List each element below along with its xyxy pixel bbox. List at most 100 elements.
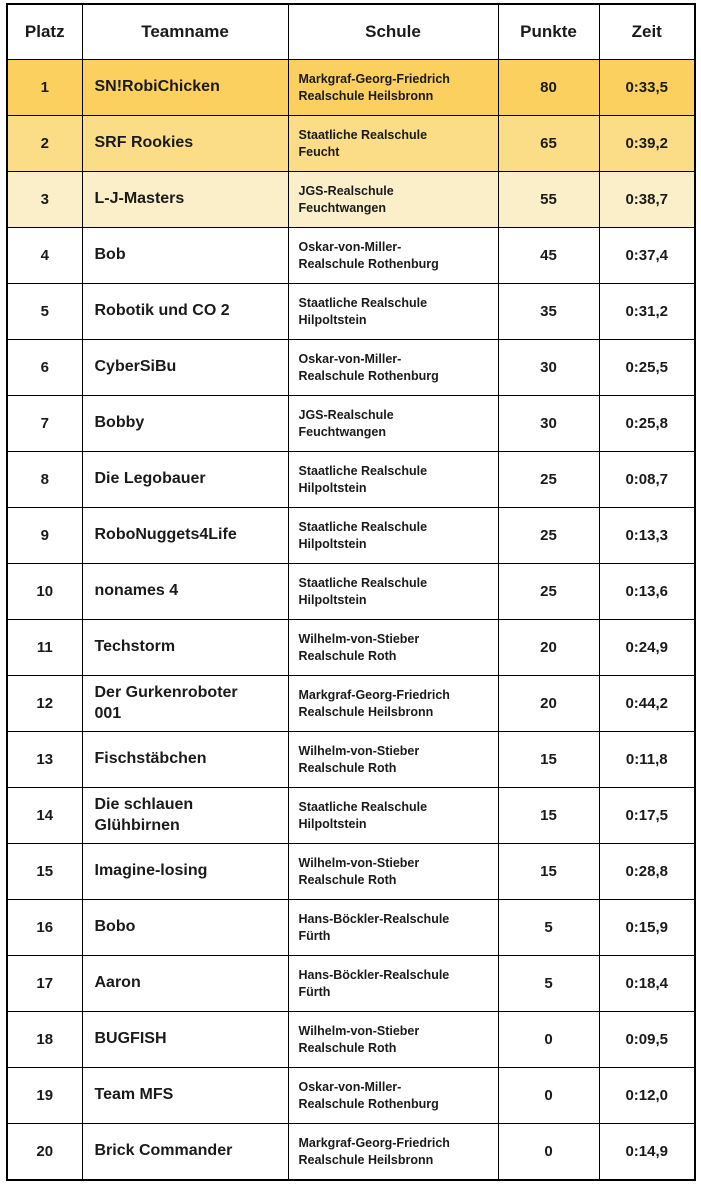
punkte-cell: 5 xyxy=(497,899,600,956)
schule-cell: Staatliche Realschule Hilpoltstein xyxy=(287,563,499,620)
table-row: 9 RoboNuggets4Life Staatliche Realschule H… xyxy=(6,507,696,564)
schule-cell: Wilhelm-von-Stieber Realschule Roth xyxy=(287,731,499,788)
schule-cell: Oskar-von-Miller- Realschule Rothenburg xyxy=(287,339,499,396)
zeit-cell: 0:08,7 xyxy=(598,451,696,508)
platz-cell: 18 xyxy=(6,1011,83,1068)
schule-cell: JGS-Realschule Feuchtwangen xyxy=(287,395,499,452)
teamname-cell: Brick Commander xyxy=(81,1123,289,1181)
zeit-cell: 0:17,5 xyxy=(598,787,696,844)
zeit-cell: 0:24,9 xyxy=(598,619,696,676)
table-row: 15 Imagine-losing Wilhelm-von-Stieber Real… xyxy=(6,843,696,900)
zeit-cell: 0:44,2 xyxy=(598,675,696,732)
column-header-platz: Platz xyxy=(6,3,83,60)
platz-cell: 20 xyxy=(6,1123,83,1181)
platz-cell: 3 xyxy=(6,171,83,228)
column-header-schule: Schule xyxy=(287,3,499,60)
schule-cell: Wilhelm-von-Stieber Realschule Roth xyxy=(287,619,499,676)
teamname-cell: RoboNuggets4Life xyxy=(81,507,289,564)
schule-cell: Oskar-von-Miller- Realschule Rothenburg xyxy=(287,1067,499,1124)
schule-cell: Staatliche Realschule Hilpoltstein xyxy=(287,283,499,340)
zeit-cell: 0:31,2 xyxy=(598,283,696,340)
table-row: 4 Bob Oskar-von-Miller- Realschule Rothenb… xyxy=(6,227,696,284)
table-row: 5 Robotik und CO 2 Staatliche Realschule H… xyxy=(6,283,696,340)
teamname-cell: Techstorm xyxy=(81,619,289,676)
punkte-cell: 25 xyxy=(497,451,600,508)
schule-cell: Wilhelm-von-Stieber Realschule Roth xyxy=(287,1011,499,1068)
teamname-cell: BUGFISH xyxy=(81,1011,289,1068)
punkte-cell: 5 xyxy=(497,955,600,1012)
table-row: 2 SRF Rookies Staatliche Realschule Feucht… xyxy=(6,115,696,172)
platz-cell: 13 xyxy=(6,731,83,788)
platz-cell: 4 xyxy=(6,227,83,284)
punkte-cell: 45 xyxy=(497,227,600,284)
punkte-cell: 80 xyxy=(497,59,600,116)
platz-cell: 17 xyxy=(6,955,83,1012)
schule-cell: Staatliche Realschule Hilpoltstein xyxy=(287,787,499,844)
platz-cell: 2 xyxy=(6,115,83,172)
teamname-cell: Bob xyxy=(81,227,289,284)
schule-cell: Hans-Böckler-Realschule Fürth xyxy=(287,955,499,1012)
platz-cell: 12 xyxy=(6,675,83,732)
table-row: 13 Fischstäbchen Wilhelm-von-Stieber Reals… xyxy=(6,731,696,788)
zeit-cell: 0:25,5 xyxy=(598,339,696,396)
table-row: 6 CyberSiBu Oskar-von-Miller- Realschule R… xyxy=(6,339,696,396)
teamname-cell: Bobby xyxy=(81,395,289,452)
punkte-cell: 15 xyxy=(497,843,600,900)
punkte-cell: 20 xyxy=(497,675,600,732)
schule-cell: Staatliche Realschule Hilpoltstein xyxy=(287,507,499,564)
table-row: 1 SN!RobiChicken Markgraf-Georg-Friedrich … xyxy=(6,59,696,116)
zeit-cell: 0:15,9 xyxy=(598,899,696,956)
teamname-cell: SN!RobiChicken xyxy=(81,59,289,116)
schule-cell: Staatliche Realschule Hilpoltstein xyxy=(287,451,499,508)
platz-cell: 19 xyxy=(6,1067,83,1124)
zeit-cell: 0:09,5 xyxy=(598,1011,696,1068)
zeit-cell: 0:13,3 xyxy=(598,507,696,564)
zeit-cell: 0:25,8 xyxy=(598,395,696,452)
punkte-cell: 0 xyxy=(497,1123,600,1181)
platz-cell: 7 xyxy=(6,395,83,452)
teamname-cell: CyberSiBu xyxy=(81,339,289,396)
zeit-cell: 0:14,9 xyxy=(598,1123,696,1181)
column-header-punkte: Punkte xyxy=(497,3,600,60)
teamname-cell: SRF Rookies xyxy=(81,115,289,172)
punkte-cell: 20 xyxy=(497,619,600,676)
teamname-cell: Team MFS xyxy=(81,1067,289,1124)
punkte-cell: 15 xyxy=(497,787,600,844)
zeit-cell: 0:13,6 xyxy=(598,563,696,620)
table-row: 12 Der Gurkenroboter 001 Markgraf-Georg-Fr… xyxy=(6,675,696,732)
platz-cell: 8 xyxy=(6,451,83,508)
zeit-cell: 0:38,7 xyxy=(598,171,696,228)
teamname-cell: nonames 4 xyxy=(81,563,289,620)
table-header-row: Platz Teamname Schule Punkte Zeit xyxy=(6,3,696,60)
teamname-cell: Die Legobauer xyxy=(81,451,289,508)
teamname-cell: Imagine-losing xyxy=(81,843,289,900)
zeit-cell: 0:37,4 xyxy=(598,227,696,284)
table-row: 17 Aaron Hans-Böckler-Realschule Fürth 5 0:1… xyxy=(6,955,696,1012)
platz-cell: 10 xyxy=(6,563,83,620)
zeit-cell: 0:33,5 xyxy=(598,59,696,116)
schule-cell: Wilhelm-von-Stieber Realschule Roth xyxy=(287,843,499,900)
column-header-teamname: Teamname xyxy=(81,3,289,60)
schule-cell: Oskar-von-Miller- Realschule Rothenburg xyxy=(287,227,499,284)
punkte-cell: 35 xyxy=(497,283,600,340)
teamname-cell: Die schlauen Glühbirnen xyxy=(81,787,289,844)
punkte-cell: 25 xyxy=(497,507,600,564)
table-row: 18 BUGFISH Wilhelm-von-Stieber Realschule … xyxy=(6,1011,696,1068)
table-row: 11 Techstorm Wilhelm-von-Stieber Realschul… xyxy=(6,619,696,676)
punkte-cell: 65 xyxy=(497,115,600,172)
teamname-cell: Der Gurkenroboter 001 xyxy=(81,675,289,732)
table-row: 14 Die schlauen Glühbirnen Staatliche Real… xyxy=(6,787,696,844)
schule-cell: Hans-Böckler-Realschule Fürth xyxy=(287,899,499,956)
teamname-cell: L-J-Masters xyxy=(81,171,289,228)
platz-cell: 9 xyxy=(6,507,83,564)
table-row: 10 nonames 4 Staatliche Realschule Hilpolt… xyxy=(6,563,696,620)
punkte-cell: 55 xyxy=(497,171,600,228)
results-table: Platz Teamname Schule Punkte Zeit 1 SN!Ro… xyxy=(6,3,696,1181)
table-row: 19 Team MFS Oskar-von-Miller- Realschule R… xyxy=(6,1067,696,1124)
punkte-cell: 0 xyxy=(497,1067,600,1124)
zeit-cell: 0:18,4 xyxy=(598,955,696,1012)
table-row: 16 Bobo Hans-Böckler-Realschule Fürth 5 0:15… xyxy=(6,899,696,956)
platz-cell: 1 xyxy=(6,59,83,116)
schule-cell: Markgraf-Georg-Friedrich Realschule Heil… xyxy=(287,675,499,732)
punkte-cell: 30 xyxy=(497,339,600,396)
